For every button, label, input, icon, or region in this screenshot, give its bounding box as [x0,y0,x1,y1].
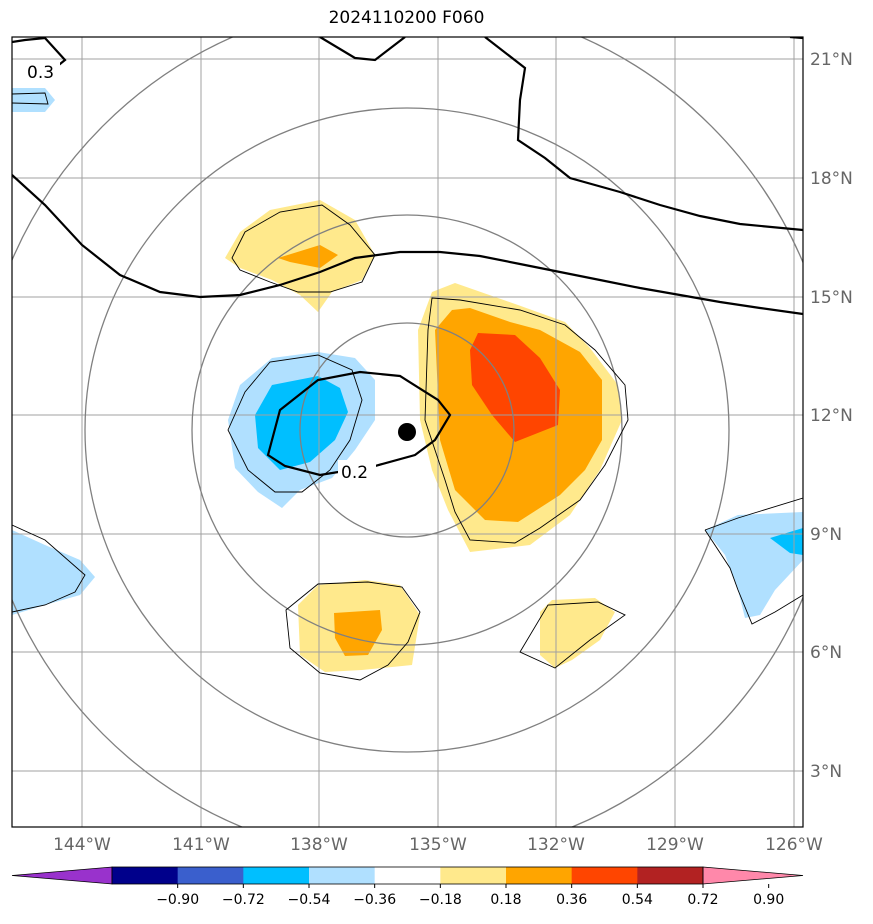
latitude-labels: 3°N 6°N 9°N 12°N 15°N 18°N 21°N [810,50,853,782]
map-area [12,37,803,827]
longitude-labels: 144°W 141°W 138°W 135°W 132°W 129°W 126°… [53,835,823,855]
colorbar-tick-label: −0.72 [222,892,265,908]
contour-label-bg [338,460,376,482]
lon-tick-126W: 126°W [765,835,823,855]
map-frame [11,36,804,828]
contour-label-bg [23,60,60,82]
lat-tick-18N: 18°N [810,169,853,189]
thin-contours [12,92,803,681]
colorbar-tick-label: −0.36 [353,892,396,908]
lon-tick-141W: 141°W [172,835,230,855]
lat-tick-21N: 21°N [810,50,853,70]
contour-label-0-3: 0.3 [27,63,54,83]
colorbar-tick-label: 0.90 [753,892,784,908]
colorbar: −0.90 −0.72 −0.54 −0.36 −0.18 0.18 0.36 0.54 0.7… [11,866,804,908]
colorbar-tick-label: 0.36 [556,892,587,908]
colorbar-tick-label: −0.90 [156,892,199,908]
lat-tick-12N: 12°N [810,406,853,426]
colorbar-segment [309,867,376,884]
map-title: 2024110200 F060 [328,8,485,28]
lat-tick-3N: 3°N [810,762,842,782]
colorbar-tick-label: 0.72 [687,892,718,908]
lon-tick-138W: 138°W [290,835,348,855]
colorbar-segment [637,867,704,884]
colorbar-tick-label: 0.54 [622,892,653,908]
colorbar-tick-label: −0.54 [288,892,331,908]
colorbar-outline [111,866,704,885]
lon-tick-132W: 132°W [527,835,585,855]
colorbar-segment [440,867,507,884]
graticule [12,37,803,827]
lon-tick-144W: 144°W [53,835,111,855]
lon-tick-129W: 129°W [646,835,704,855]
lon-tick-135W: 135°W [409,835,467,855]
storm-center-marker [398,423,416,441]
thick-contours [12,37,803,477]
contour-label-0-2: 0.2 [341,463,368,483]
lat-tick-15N: 15°N [810,288,853,308]
colorbar-segment [571,867,638,884]
range-rings [12,37,803,827]
lat-tick-6N: 6°N [810,643,842,663]
colorbar-extend-min [11,866,113,885]
colorbar-tick-label: 0.18 [490,892,521,908]
colorbar-segment [374,867,441,884]
lat-tick-9N: 9°N [810,525,842,545]
colorbar-segment [243,867,310,884]
colorbar-segment [112,867,179,884]
colorbar-extend-max [702,866,804,885]
colorbar-segment [506,867,573,884]
colorbar-tick-label: −0.18 [419,892,462,908]
colorbar-segment [177,867,244,884]
